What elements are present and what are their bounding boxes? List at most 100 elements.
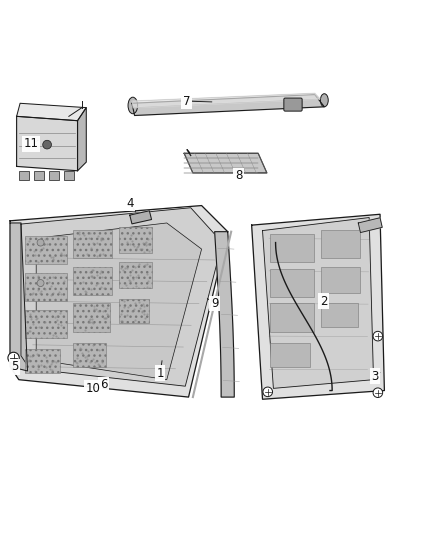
Point [141, 246, 148, 255]
Point [84, 266, 91, 275]
Point [140, 314, 147, 323]
Bar [321, 230, 360, 258]
Point [133, 306, 140, 314]
Text: 6: 6 [100, 378, 107, 391]
Point [42, 348, 49, 356]
Text: 3: 3 [371, 370, 378, 383]
Point [34, 271, 41, 279]
Point [43, 256, 50, 265]
Point [50, 326, 57, 334]
Point [134, 306, 141, 314]
Point [145, 226, 152, 235]
Circle shape [373, 388, 383, 398]
Point [28, 352, 35, 360]
Point [130, 263, 137, 271]
Bar [119, 262, 152, 288]
Circle shape [37, 279, 44, 287]
Bar [270, 343, 310, 367]
Point [32, 363, 39, 372]
Point [53, 285, 60, 293]
Point [92, 325, 99, 333]
Text: 7: 7 [183, 95, 190, 108]
Point [75, 286, 82, 294]
Point [106, 233, 113, 241]
Point [28, 326, 35, 335]
Bar [64, 171, 74, 180]
Point [92, 317, 99, 326]
Point [76, 230, 83, 238]
Point [140, 276, 147, 285]
Point [73, 343, 80, 352]
Point [127, 310, 134, 318]
Point [120, 233, 127, 241]
Point [28, 358, 35, 366]
Point [24, 355, 31, 364]
Point [101, 324, 108, 333]
Point [79, 322, 86, 330]
Point [121, 266, 128, 275]
Polygon shape [10, 223, 28, 371]
Point [119, 264, 126, 272]
Point [87, 348, 94, 356]
Polygon shape [184, 154, 267, 173]
Point [55, 292, 62, 301]
Point [31, 271, 38, 279]
Point [96, 356, 103, 365]
Bar [73, 266, 113, 295]
Point [139, 234, 146, 243]
Point [45, 292, 52, 301]
Point [87, 236, 94, 245]
Point [97, 352, 104, 360]
Bar [25, 310, 67, 338]
Point [77, 265, 84, 274]
Point [135, 311, 142, 319]
Point [59, 253, 66, 262]
Point [146, 231, 153, 240]
Point [142, 271, 149, 279]
Point [74, 344, 81, 352]
Point [118, 314, 125, 323]
Bar [25, 236, 67, 264]
Polygon shape [132, 94, 324, 116]
Point [125, 309, 132, 318]
Point [133, 307, 140, 316]
Point [33, 257, 40, 265]
Bar [73, 230, 113, 258]
Text: 11: 11 [24, 138, 39, 150]
Bar [34, 171, 44, 180]
Point [46, 276, 53, 285]
Text: 2: 2 [320, 295, 327, 308]
Point [141, 311, 148, 320]
Point [101, 284, 108, 292]
Point [122, 239, 129, 248]
Point [33, 255, 40, 264]
Point [124, 238, 131, 247]
Point [125, 241, 132, 249]
Point [36, 284, 43, 292]
Point [52, 279, 59, 288]
Circle shape [373, 332, 383, 341]
Point [130, 298, 137, 306]
Point [145, 275, 152, 284]
Polygon shape [21, 208, 222, 386]
Point [49, 326, 56, 334]
Point [92, 274, 99, 283]
Point [25, 347, 32, 356]
Point [120, 306, 127, 315]
Point [94, 280, 101, 289]
Polygon shape [215, 232, 234, 397]
Polygon shape [17, 103, 86, 120]
Point [94, 342, 101, 351]
Point [127, 306, 134, 315]
Point [53, 277, 60, 286]
Point [33, 319, 40, 328]
Point [47, 326, 54, 334]
Point [131, 241, 138, 250]
Point [118, 272, 125, 280]
Bar [73, 343, 106, 367]
Polygon shape [17, 116, 78, 171]
Point [106, 252, 113, 261]
Point [53, 289, 60, 298]
Point [118, 282, 125, 291]
Point [123, 273, 130, 282]
